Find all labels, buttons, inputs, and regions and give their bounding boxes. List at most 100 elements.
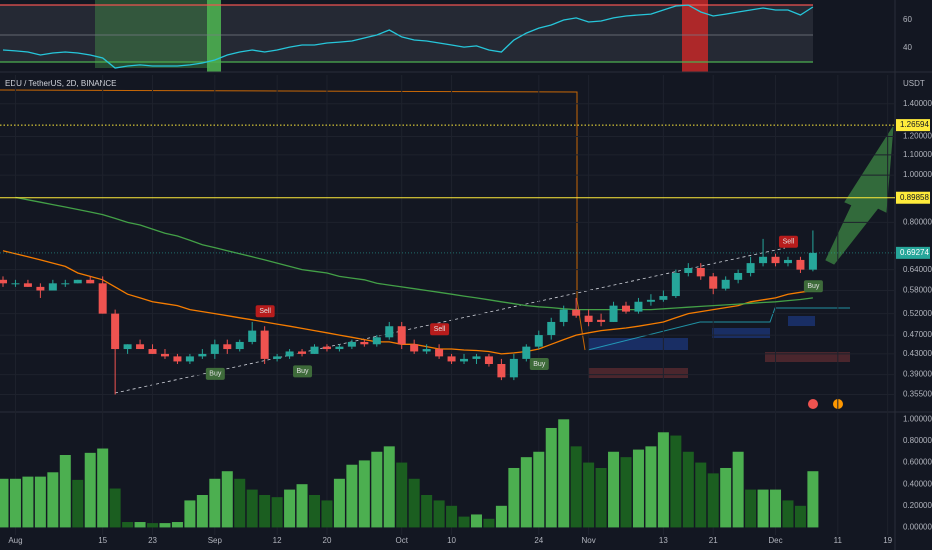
candle-body: [410, 344, 419, 352]
histogram-bar: [433, 500, 445, 528]
histogram-bar: [670, 435, 682, 528]
y-tick-label: 0.47000: [903, 330, 932, 339]
x-tick-label: Nov: [582, 536, 596, 545]
candle-body: [447, 356, 456, 362]
candle-body: [235, 341, 244, 350]
histogram-bar: [221, 471, 233, 528]
candle-body: [385, 326, 394, 338]
y-tick-label: 0.39000: [903, 370, 932, 379]
candle-body: [646, 299, 655, 302]
candle-body: [11, 283, 20, 285]
candle-body: [559, 309, 568, 322]
histogram-bar: [47, 472, 59, 528]
histogram-bar: [184, 500, 196, 528]
candle-body: [285, 351, 294, 357]
histogram-bar: [620, 457, 632, 528]
candle-body: [709, 276, 718, 289]
y-tick-label: 40: [903, 43, 912, 52]
signal-badge: [430, 323, 450, 336]
last-price-tag: [896, 246, 930, 259]
x-tick-label: 10: [447, 536, 456, 545]
candle-body: [597, 319, 606, 322]
candle-body: [460, 358, 469, 362]
histogram-bar: [0, 478, 9, 528]
event-icon[interactable]: [808, 399, 818, 409]
y-tick-label: 0.52000: [903, 309, 932, 318]
x-tick-label: 12: [273, 536, 282, 545]
candle-body: [435, 349, 444, 357]
signal-badge: [255, 305, 275, 318]
price-level-tag: [896, 191, 930, 204]
histogram-bar: [446, 505, 458, 528]
candle-body: [148, 349, 157, 354]
trend-line: [114, 247, 786, 394]
histogram-bar: [508, 467, 520, 528]
candle-body: [759, 256, 768, 264]
candle-body: [609, 305, 618, 322]
signal-label: Sell: [259, 308, 271, 315]
demand-zone: [788, 316, 815, 326]
candle-body: [322, 346, 331, 350]
y-tick-label: 1.00000: [903, 170, 932, 179]
price-level-label: 1.26594: [900, 120, 929, 129]
x-tick-label: 11: [834, 536, 843, 545]
signal-badge: [803, 280, 823, 293]
price-level-tag: [896, 119, 930, 132]
x-tick-label: 21: [709, 536, 718, 545]
candle-body: [347, 341, 356, 347]
trailing-line: [0, 89, 586, 351]
candle-body: [497, 364, 506, 378]
demand-zone: [712, 328, 770, 338]
histogram-bar: [558, 419, 570, 528]
price-unit: USDT: [903, 79, 925, 88]
x-tick-label: Oct: [395, 536, 408, 545]
histogram-bar: [408, 478, 420, 528]
oscillator-band: [0, 5, 813, 62]
candle-body: [198, 353, 207, 357]
histogram-bar: [583, 462, 595, 528]
forecast-arrow: [825, 126, 894, 265]
moving-average: [15, 196, 813, 311]
candle-body: [671, 272, 680, 297]
candle-body: [173, 356, 182, 362]
histogram-bar: [371, 451, 383, 528]
candle-body: [111, 313, 120, 350]
candle-body: [659, 296, 668, 300]
histogram-bar: [657, 432, 669, 528]
demand-zone: [588, 338, 688, 350]
y-tick-label: 0.00000: [903, 523, 932, 532]
histogram-bar: [22, 476, 34, 528]
candle-body: [23, 283, 32, 287]
histogram-bar: [632, 449, 644, 528]
signal-label: Buy: [297, 368, 310, 375]
supply-zone: [765, 352, 850, 362]
overbought-marker: [682, 0, 708, 72]
histogram-bar: [495, 505, 507, 528]
x-tick-label: Aug: [8, 536, 22, 545]
x-tick-label: 24: [534, 536, 543, 545]
y-tick-label: 1.00000: [903, 414, 932, 423]
candle-body: [472, 356, 481, 359]
candle-body: [634, 301, 643, 312]
signal-label: Buy: [533, 361, 546, 368]
candle-body: [123, 344, 132, 350]
candle-body: [36, 286, 45, 291]
candle-body: [210, 344, 219, 354]
candle-body: [360, 341, 369, 345]
y-tick-label: 0.35500: [903, 390, 932, 399]
histogram-bar: [520, 457, 532, 528]
candle-body: [260, 330, 269, 359]
histogram-bar: [807, 471, 819, 528]
y-tick-label: 0.20000: [903, 501, 932, 510]
moving-average: [2, 250, 813, 355]
candle-body: [98, 283, 107, 314]
candle-body: [298, 351, 307, 354]
histogram-bar: [396, 462, 408, 528]
signal-badge: [529, 358, 549, 371]
histogram-bar: [595, 467, 607, 528]
candle-body: [522, 346, 531, 359]
supply-zone: [588, 368, 688, 378]
histogram-bar: [782, 500, 794, 528]
